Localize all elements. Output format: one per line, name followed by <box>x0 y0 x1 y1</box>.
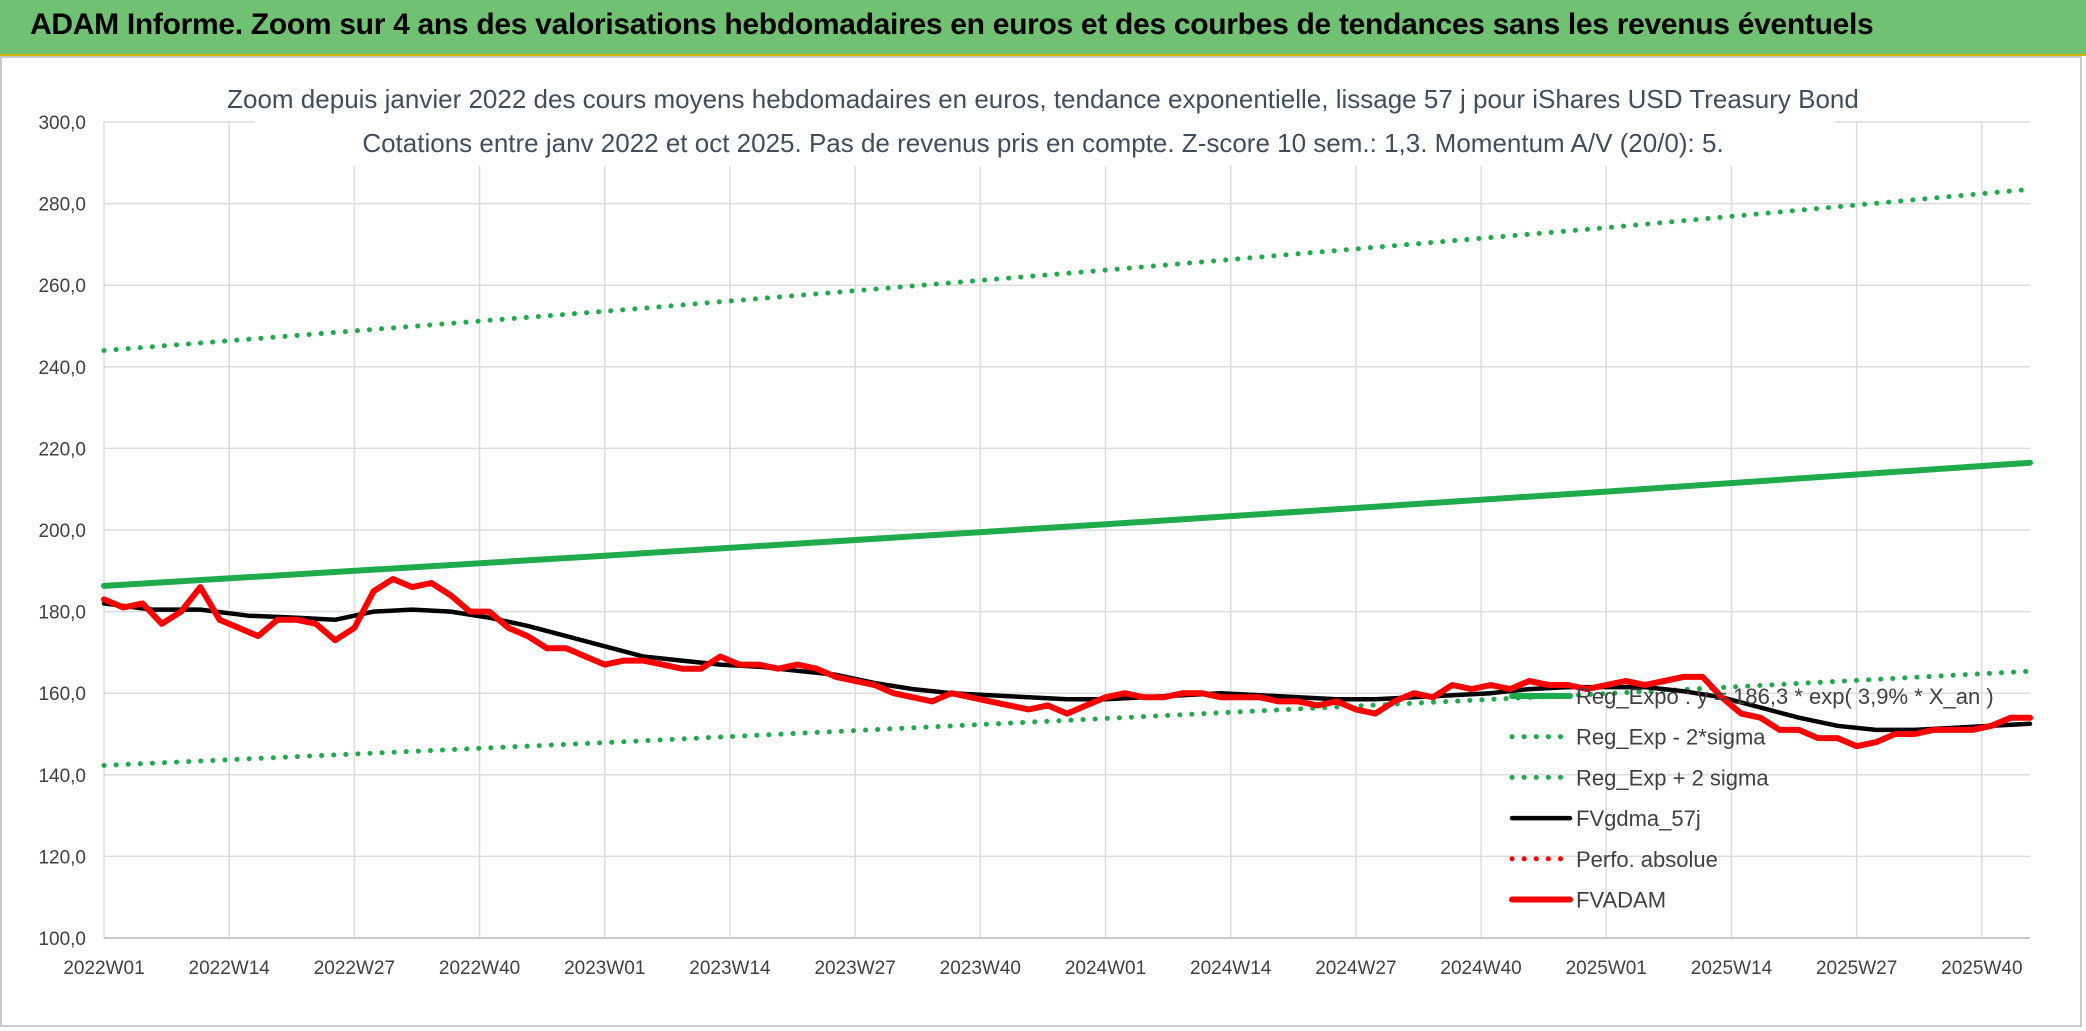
legend-label: Perfo. absolue <box>1576 847 1718 872</box>
x-tick-label: 2025W01 <box>1566 958 1647 979</box>
legend-label: FVgdma_57j <box>1576 806 1701 831</box>
chart-subtitle: Cotations entre janv 2022 et oct 2025. P… <box>362 128 1723 158</box>
series-line-reg-expo-y-186-3-exp-3-9-x-an <box>101 459 2033 589</box>
x-tick-label: 2023W14 <box>689 958 771 979</box>
y-tick-label: 120,0 <box>38 847 86 868</box>
series-line-fvadam <box>101 576 2033 750</box>
chart-title: Zoom depuis janvier 2022 des cours moyen… <box>227 84 1859 114</box>
x-tick-label: 2022W14 <box>189 958 271 979</box>
page-title: ADAM Informe. Zoom sur 4 ans des valoris… <box>30 8 1874 41</box>
y-tick-label: 140,0 <box>38 766 86 787</box>
x-tick-label: 2024W01 <box>1065 958 1146 979</box>
x-tick-label: 2025W27 <box>1816 958 1897 979</box>
y-tick-label: 280,0 <box>38 195 86 216</box>
y-tick-label: 240,0 <box>38 358 86 379</box>
header-bar: ADAM Informe. Zoom sur 4 ans des valoris… <box>0 0 2086 56</box>
x-tick-label: 2023W40 <box>940 958 1021 979</box>
series-line-fvgdma-57j <box>101 601 2033 733</box>
y-tick-label: 260,0 <box>38 276 86 297</box>
y-tick-label: 220,0 <box>38 439 86 460</box>
x-tick-label: 2025W40 <box>1941 958 2022 979</box>
x-tick-label: 2022W40 <box>439 958 520 979</box>
legend-label: Reg_Exp - 2*sigma <box>1576 725 1766 750</box>
y-tick-label: 200,0 <box>38 521 86 542</box>
x-tick-label: 2024W40 <box>1440 958 1521 979</box>
y-tick-label: 300,0 <box>38 113 86 134</box>
series-line-reg-exp-2-sigma <box>101 668 2033 768</box>
x-tick-label: 2022W01 <box>63 958 144 979</box>
legend-label: Reg_Exp + 2 sigma <box>1576 765 1769 790</box>
y-tick-label: 180,0 <box>38 603 86 624</box>
series-line-reg-exp-2-sigma <box>101 186 2033 353</box>
chart-panel <box>0 56 2082 1027</box>
legend-label: FVADAM <box>1576 888 1666 913</box>
y-tick-label: 100,0 <box>38 929 86 950</box>
x-tick-label: 2025W14 <box>1691 958 1773 979</box>
x-tick-label: 2023W01 <box>564 958 645 979</box>
y-tick-label: 160,0 <box>38 684 86 705</box>
x-tick-label: 2023W27 <box>814 958 895 979</box>
x-tick-label: 2024W14 <box>1190 958 1272 979</box>
x-tick-label: 2024W27 <box>1315 958 1396 979</box>
legend-label: Reg_Expo : y = 186,3 * exp( 3,9% * X_an … <box>1576 684 1994 709</box>
chart-title-background <box>255 78 1835 166</box>
x-tick-label: 2022W27 <box>314 958 395 979</box>
